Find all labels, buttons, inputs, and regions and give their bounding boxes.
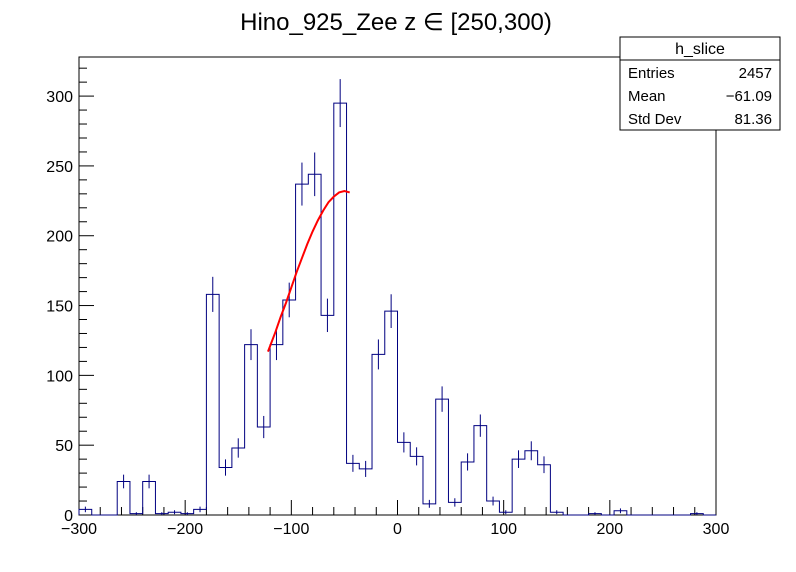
x-tick-label: 0	[393, 521, 402, 538]
x-tick-label: 100	[490, 521, 517, 538]
y-axis: 0 50 100 150 200 250 300	[46, 67, 94, 525]
stats-box-title: h_slice	[675, 41, 725, 58]
fit-line	[267, 190, 350, 352]
y-tick-label: 200	[46, 229, 73, 246]
y-tick-label: 300	[46, 89, 73, 106]
stats-box-frame	[619, 36, 781, 131]
x-tick-label: −100	[273, 521, 309, 538]
stats-box: h_slice Entries 2457 Mean −61.09 Std Dev…	[619, 36, 781, 131]
x-tick-label: −300	[61, 521, 97, 538]
stats-mean-value: −61.09	[726, 88, 772, 105]
fit-curve	[267, 190, 350, 352]
x-tick-label: −200	[167, 521, 203, 538]
histogram-outline	[78, 102, 716, 516]
y-tick-label: 100	[46, 368, 73, 385]
histogram-series	[78, 79, 716, 516]
stats-entries-label: Entries	[628, 65, 675, 82]
x-axis: −300 −200 −100 0 100 200 300	[61, 500, 729, 538]
stats-entries-value: 2457	[739, 65, 772, 82]
x-tick-label: 200	[596, 521, 623, 538]
chart-title: Hino_925_Zee z ∈ [250,300)	[240, 9, 552, 36]
y-tick-label: 50	[55, 438, 73, 455]
stats-mean-label: Mean	[628, 88, 666, 105]
y-tick-label: 250	[46, 159, 73, 176]
x-tick-label: 300	[703, 521, 730, 538]
stats-stddev-label: Std Dev	[628, 111, 682, 128]
stats-stddev-value: 81.36	[734, 111, 772, 128]
y-tick-label: 150	[46, 299, 73, 316]
y-tick-label: 0	[64, 508, 73, 525]
